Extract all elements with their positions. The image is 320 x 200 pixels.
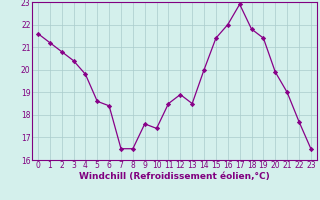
X-axis label: Windchill (Refroidissement éolien,°C): Windchill (Refroidissement éolien,°C) bbox=[79, 172, 270, 181]
